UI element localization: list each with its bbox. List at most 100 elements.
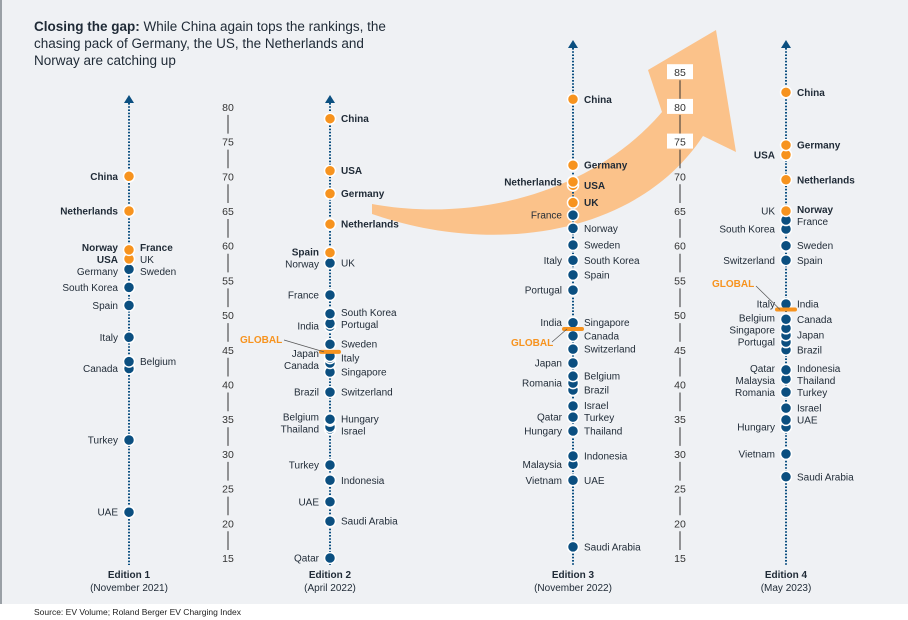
country-label: China: [341, 114, 369, 125]
country-label: Israel: [341, 426, 365, 437]
country-label: UK: [341, 259, 355, 270]
country-dot: [323, 474, 337, 487]
country-label: Malaysia: [523, 460, 563, 471]
country-dot: [566, 369, 580, 383]
country-dot: [566, 283, 580, 297]
tick-label: 35: [674, 414, 686, 426]
country-label: India: [797, 299, 819, 310]
tick-label: 55: [222, 275, 234, 287]
country-label: Belgium: [739, 313, 775, 324]
country-dot: [122, 433, 136, 447]
arrow-up-icon: [568, 40, 578, 48]
tick-label-box: [667, 64, 693, 80]
country-dot: [323, 337, 337, 351]
country-label: Portugal: [738, 338, 775, 349]
country-label: UAE: [797, 415, 818, 426]
country-label: Spain: [292, 247, 319, 258]
title-text: While China again tops the rankings, the…: [34, 19, 386, 68]
country-dot: [323, 385, 337, 399]
global-label: GLOBAL: [240, 335, 282, 346]
country-label: Israel: [584, 401, 608, 412]
country-dot: [323, 246, 337, 259]
country-dot: [779, 204, 793, 218]
tick-label: 50: [674, 310, 686, 322]
country-label: USA: [97, 255, 118, 266]
country-label: South Korea: [341, 308, 397, 319]
country-label: USA: [341, 166, 362, 177]
country-label: Spain: [797, 256, 823, 267]
country-label: Singapore: [341, 368, 387, 379]
country-dot: [566, 316, 580, 329]
country-label: Canada: [584, 331, 619, 342]
tick-label: 50: [222, 310, 234, 322]
country-label: Sweden: [140, 267, 176, 278]
country-dot: [566, 474, 580, 487]
country-dot: [566, 222, 580, 235]
country-label: UAE: [298, 497, 319, 508]
country-dot: [779, 470, 793, 484]
country-dot: [122, 204, 136, 218]
country-dot: [566, 238, 580, 252]
global-label: GLOBAL: [511, 338, 553, 349]
country-label: Switzerland: [584, 345, 636, 356]
tick-label: 30: [674, 449, 686, 461]
country-dot: [122, 281, 136, 294]
country-dot: [779, 239, 793, 252]
country-label: China: [584, 95, 612, 106]
country-label: Canada: [284, 361, 319, 372]
country-dot: [779, 363, 793, 377]
tick-label-box: [667, 133, 693, 149]
country-label: Norway: [82, 243, 119, 254]
country-dot: [122, 355, 136, 368]
country-dot: [779, 313, 793, 326]
country-label: Hungary: [524, 426, 562, 437]
country-label: France: [797, 217, 829, 228]
country-label: Sweden: [584, 241, 620, 252]
country-dot: [122, 170, 136, 183]
edition-date: (November 2021): [90, 583, 168, 594]
country-label: Japan: [797, 331, 824, 342]
country-label: Japan: [292, 349, 319, 360]
country-label: UK: [140, 255, 154, 266]
country-dot: [323, 307, 337, 320]
country-dot: [566, 196, 580, 209]
tick-label: 15: [674, 553, 686, 565]
tick-label: 15: [222, 553, 234, 565]
country-dot: [566, 268, 580, 282]
country-label: Saudi Arabia: [341, 517, 398, 528]
tick-label: 25: [674, 484, 686, 496]
tick-label: 70: [222, 171, 234, 183]
tick-label: 60: [674, 241, 686, 253]
country-label: Belgium: [140, 357, 176, 368]
edition-date: (May 2023): [761, 583, 812, 594]
tick-label: 20: [674, 518, 686, 530]
country-label: France: [531, 211, 563, 222]
country-label: Turkey: [289, 461, 319, 472]
country-dot: [122, 331, 136, 344]
country-dot: [566, 540, 580, 554]
country-label: Spain: [92, 301, 118, 312]
country-label: South Korea: [719, 225, 775, 236]
tick-label: 45: [222, 345, 234, 357]
country-label: France: [288, 290, 320, 301]
tick-label: 60: [222, 241, 234, 253]
tick-label: 70: [674, 171, 686, 183]
country-label: Italy: [341, 354, 359, 365]
country-label: Singapore: [584, 318, 630, 329]
country-label: Netherlands: [504, 177, 562, 188]
country-label: Brazil: [797, 345, 822, 356]
country-dot: [779, 385, 793, 399]
country-label: Netherlands: [60, 207, 118, 218]
arrow-up-icon: [124, 95, 134, 103]
country-dot: [566, 410, 580, 424]
country-label: Saudi Arabia: [584, 542, 641, 553]
edition-title: Edition 4: [765, 570, 808, 581]
country-label: Brazil: [294, 388, 319, 399]
country-label: Spain: [584, 270, 610, 281]
country-label: Qatar: [294, 554, 320, 565]
country-label: USA: [584, 181, 605, 192]
chart-panel: [0, 0, 908, 604]
country-label: Belgium: [283, 413, 319, 424]
global-leader-line: [755, 285, 781, 310]
